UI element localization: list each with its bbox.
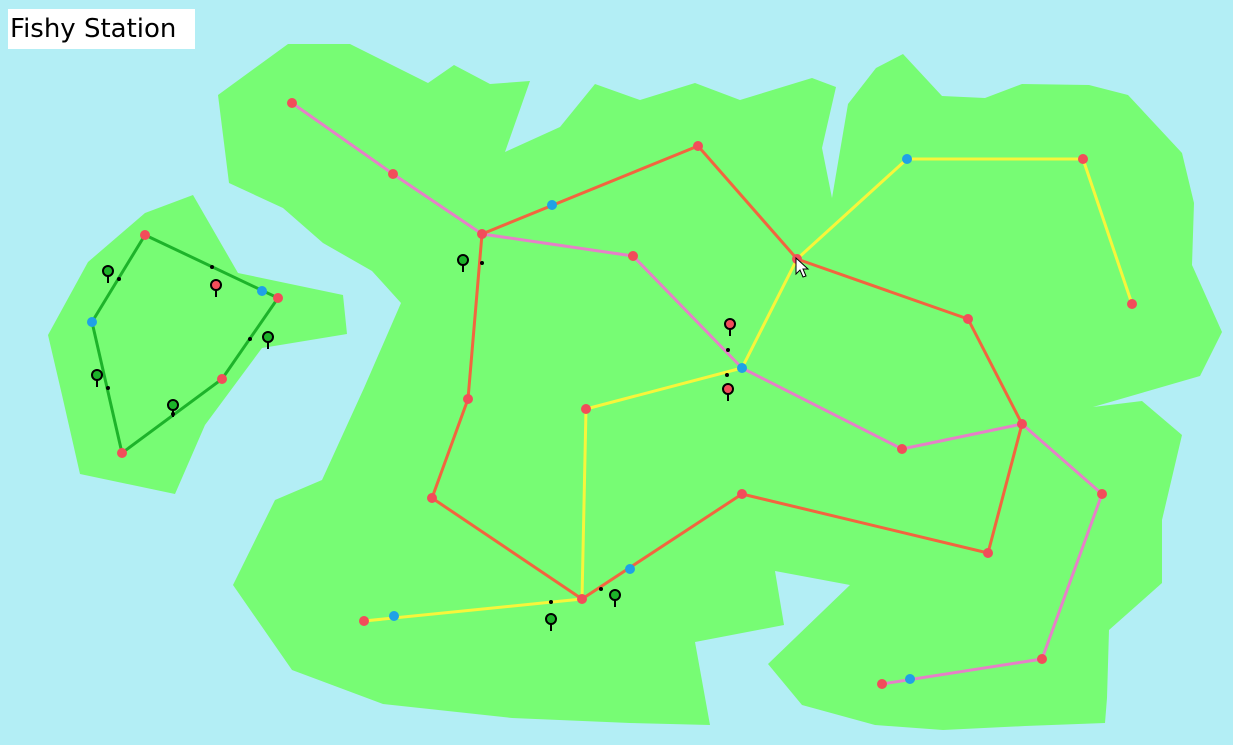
- passenger-marker: [599, 587, 621, 607]
- station-node[interactable]: [287, 98, 297, 108]
- station-node[interactable]: [388, 169, 398, 179]
- station-node[interactable]: [217, 374, 227, 384]
- station-node[interactable]: [463, 394, 473, 404]
- passenger-marker: [722, 373, 734, 401]
- passenger-marker: [167, 399, 179, 417]
- station-node[interactable]: [1078, 154, 1088, 164]
- station-node[interactable]: [877, 679, 887, 689]
- station-node[interactable]: [693, 141, 703, 151]
- transfer-node[interactable]: [905, 674, 915, 684]
- left-island: [48, 195, 347, 494]
- station-node[interactable]: [577, 594, 587, 604]
- landmass-group: [48, 44, 1222, 730]
- station-node[interactable]: [117, 448, 127, 458]
- station-node[interactable]: [1037, 654, 1047, 664]
- passenger-marker: [102, 265, 121, 283]
- passenger-marker: [210, 265, 222, 297]
- station-node[interactable]: [897, 444, 907, 454]
- transfer-node[interactable]: [547, 200, 557, 210]
- passenger-marker: [91, 369, 110, 390]
- station-title: Fishy Station: [8, 9, 195, 49]
- station-node[interactable]: [1097, 489, 1107, 499]
- station-node[interactable]: [737, 489, 747, 499]
- station-node[interactable]: [477, 229, 487, 239]
- station-node[interactable]: [581, 404, 591, 414]
- station-node[interactable]: [1017, 419, 1027, 429]
- transfers-group: [87, 154, 915, 684]
- passenger-marker: [724, 318, 736, 352]
- station-node[interactable]: [427, 493, 437, 503]
- station-node[interactable]: [628, 251, 638, 261]
- passengers-group: [91, 254, 736, 631]
- transfer-node[interactable]: [625, 564, 635, 574]
- transfer-node[interactable]: [737, 363, 747, 373]
- track-yellow2: [363, 157, 909, 623]
- transfer-node[interactable]: [87, 317, 97, 327]
- transfer-node[interactable]: [902, 154, 912, 164]
- passenger-marker: [545, 600, 557, 631]
- arrow-cursor-icon: [795, 256, 810, 278]
- station-node[interactable]: [1127, 299, 1137, 309]
- station-node[interactable]: [273, 293, 283, 303]
- main-island: [218, 44, 1222, 730]
- passenger-marker: [457, 254, 484, 272]
- passenger-marker: [248, 331, 274, 349]
- transfer-node[interactable]: [257, 286, 267, 296]
- station-node[interactable]: [963, 314, 973, 324]
- station-node[interactable]: [140, 230, 150, 240]
- stations-group: [117, 98, 1137, 689]
- station-node[interactable]: [359, 616, 369, 626]
- station-node[interactable]: [983, 548, 993, 558]
- track-pink: [291, 101, 1104, 686]
- transfer-node[interactable]: [389, 611, 399, 621]
